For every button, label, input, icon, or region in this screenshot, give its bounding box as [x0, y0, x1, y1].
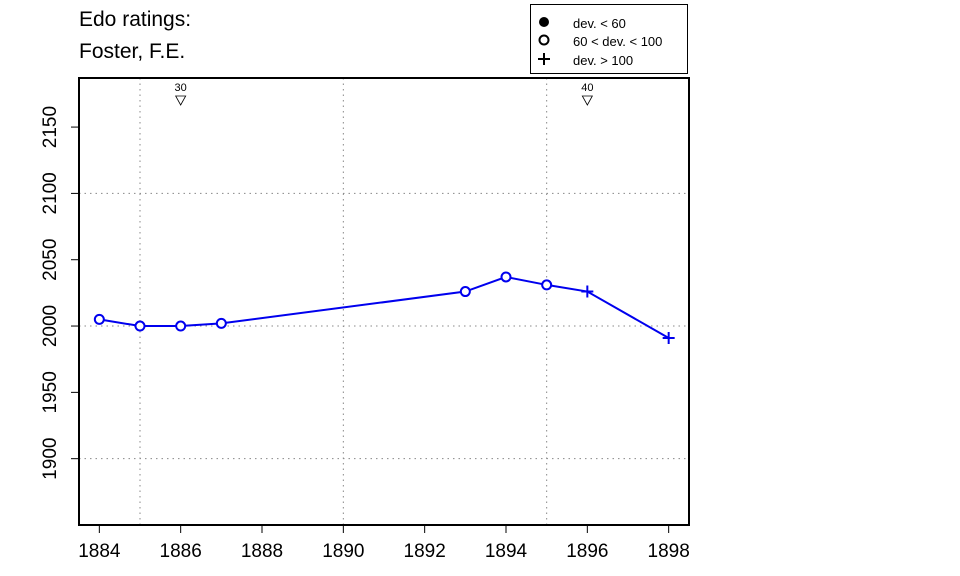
x-tick-label: 1896	[566, 541, 608, 562]
y-tick-label: 1950	[40, 371, 61, 413]
y-tick-label: 1900	[40, 438, 61, 480]
series-layer	[93, 271, 675, 344]
x-axis: 1884 1886 1888 1890 1892 1894 1896 1898	[78, 525, 690, 562]
plus-icon	[538, 53, 550, 65]
data-point-circle	[134, 320, 146, 332]
x-tick-label: 1890	[322, 541, 364, 562]
y-tick-label: 2150	[40, 106, 61, 148]
legend-item-high-dev: dev. > 100	[531, 51, 687, 69]
data-point-circle	[175, 320, 187, 332]
x-tick-label: 1894	[485, 541, 528, 562]
x-tick-label: 1884	[78, 541, 121, 562]
legend: dev. < 60 60 < dev. < 100 dev. > 100	[530, 4, 688, 74]
data-point-circle	[93, 313, 105, 325]
legend-item-low-dev: dev. < 60	[531, 14, 687, 32]
plot-frame	[78, 77, 690, 526]
data-point-circle	[500, 271, 512, 283]
data-point-plus	[581, 285, 594, 298]
y-tick-label: 2050	[40, 239, 61, 281]
data-point-circle	[541, 279, 553, 291]
legend-label: 60 < dev. < 100	[573, 34, 663, 49]
y-tick-label: 2100	[40, 172, 61, 214]
y-axis: 1900 1950 2000 2050 2100 2150	[40, 106, 79, 480]
legend-label: dev. > 100	[573, 53, 634, 68]
annotation-label: 40	[581, 82, 593, 94]
filled-circle-icon	[539, 17, 549, 27]
down-triangle-icon	[581, 95, 594, 106]
legend-label: dev. < 60	[573, 16, 626, 31]
data-point-plus	[662, 331, 675, 344]
x-tick-label: 1888	[241, 541, 283, 562]
annotations: 30 40	[174, 82, 594, 106]
open-circle-icon	[538, 34, 550, 46]
chart-title-line-2: Foster, F.E.	[79, 40, 186, 63]
chart-title-line-1: Edo ratings:	[79, 8, 192, 31]
x-tick-label: 1886	[160, 541, 202, 562]
x-tick-label: 1892	[404, 541, 446, 562]
data-point-circle	[459, 286, 471, 298]
data-point-circle	[215, 317, 227, 329]
annotation-label: 30	[175, 82, 187, 94]
x-tick-label: 1898	[648, 541, 690, 562]
down-triangle-icon	[174, 95, 187, 106]
y-tick-label: 2000	[40, 305, 61, 347]
legend-item-mid-dev: 60 < dev. < 100	[531, 32, 687, 50]
